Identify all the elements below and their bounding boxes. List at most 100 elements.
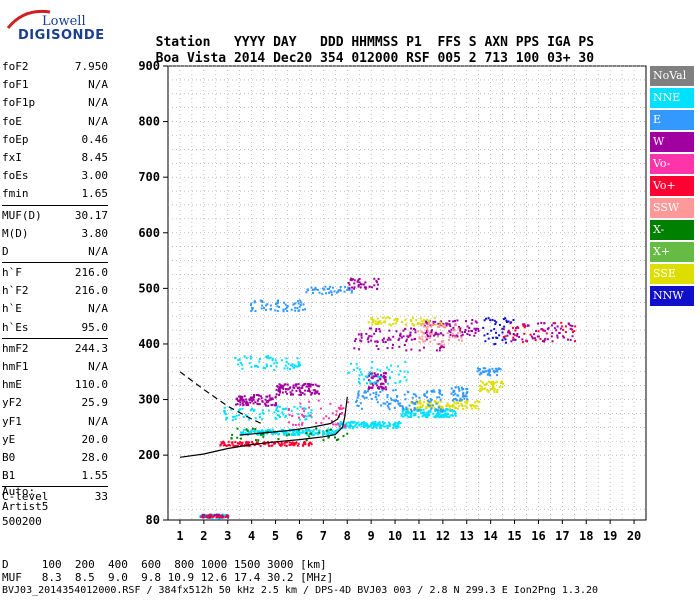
echo-point — [314, 392, 317, 395]
echo-point — [291, 441, 294, 444]
echo-point — [315, 428, 318, 431]
echo-point — [263, 307, 265, 310]
echo-point — [574, 325, 577, 328]
echo-point — [439, 332, 442, 335]
echo-point — [411, 401, 414, 403]
echo-point — [453, 335, 456, 338]
echo-point — [556, 336, 559, 339]
param-value: N/A — [88, 414, 108, 428]
echo-point — [299, 364, 302, 367]
echo-point — [223, 409, 226, 412]
echo-point — [344, 425, 347, 428]
echo-point — [327, 429, 330, 432]
echo-point — [310, 411, 312, 414]
echo-point — [298, 418, 301, 421]
echo-point — [424, 335, 427, 338]
echo-point — [273, 362, 276, 365]
echo-point — [381, 421, 384, 424]
echo-point — [443, 343, 446, 346]
echo-point — [268, 357, 270, 360]
echo-point — [463, 395, 466, 398]
echo-point — [523, 332, 526, 335]
echo-point — [464, 401, 466, 404]
echo-point — [251, 397, 254, 400]
echo-point — [471, 404, 474, 406]
echo-point — [370, 335, 373, 338]
header-label-ffs: FFS — [437, 35, 461, 50]
echo-point — [377, 375, 380, 378]
echo-point — [489, 374, 492, 377]
echo-point — [305, 291, 308, 294]
echo-point — [235, 414, 238, 417]
echo-point — [522, 324, 525, 327]
echo-point — [297, 428, 300, 431]
echo-point — [564, 331, 567, 333]
echo-point — [397, 339, 400, 341]
echo-point — [292, 433, 295, 436]
echo-point — [339, 286, 342, 288]
echo-point — [464, 404, 467, 407]
autoscaling-info: Auto: Artist5 500200 — [2, 484, 48, 529]
param-value: 1.55 — [81, 469, 109, 483]
echo-point — [486, 373, 489, 376]
echo-point — [364, 287, 367, 290]
echo-point — [277, 442, 280, 445]
param-row: hmE 110.0 — [2, 376, 108, 394]
echo-point — [277, 301, 279, 304]
echo-point — [342, 426, 345, 429]
echo-point — [462, 407, 464, 410]
echo-point — [498, 323, 501, 326]
echo-point — [420, 320, 423, 323]
echo-point — [270, 404, 273, 407]
echo-point — [471, 319, 474, 321]
echo-point — [437, 325, 440, 328]
echo-point — [371, 361, 374, 364]
echo-point — [376, 381, 379, 384]
header-value-pps: 100 — [515, 51, 540, 66]
echo-point — [457, 402, 460, 404]
echo-point — [288, 441, 291, 444]
echo-point — [487, 337, 490, 340]
echo-point — [261, 304, 264, 307]
echo-point — [237, 444, 239, 447]
echo-point — [241, 441, 244, 444]
echo-point — [476, 367, 479, 370]
echo-point — [341, 423, 344, 425]
echo-point — [322, 431, 325, 434]
echo-point — [367, 321, 370, 324]
header-label-iga: IGA — [547, 35, 571, 50]
echo-point — [475, 327, 478, 330]
echo-point — [439, 398, 442, 401]
echo-point — [449, 407, 452, 410]
echo-point — [222, 440, 225, 443]
echo-point — [227, 440, 230, 443]
echo-point — [310, 409, 313, 412]
echo-point — [342, 423, 345, 426]
echo-point — [240, 437, 242, 440]
echo-point — [377, 278, 380, 280]
trace-0 — [179, 396, 348, 458]
echo-point — [231, 442, 234, 445]
distance-unit: [km] — [300, 558, 327, 571]
param-value: 3.00 — [81, 169, 109, 183]
trace-1 — [239, 413, 341, 436]
echo-point — [402, 335, 405, 338]
echo-point — [288, 443, 291, 446]
echo-point — [282, 310, 285, 313]
echo-point — [353, 368, 355, 371]
echo-point — [298, 305, 301, 308]
echo-point — [239, 403, 242, 406]
echo-point — [403, 413, 406, 416]
echo-point — [397, 373, 400, 376]
echo-point — [311, 430, 314, 433]
echo-point — [264, 367, 266, 370]
param-name: M(D) — [2, 226, 29, 240]
echo-point — [360, 425, 363, 428]
echo-point — [308, 388, 310, 390]
echo-point — [346, 425, 349, 428]
echo-point — [496, 390, 499, 393]
param-name: h`F2 — [2, 284, 29, 298]
echo-point — [287, 362, 290, 365]
echo-cluster-vo- — [502, 321, 577, 344]
echo-point — [480, 389, 483, 392]
